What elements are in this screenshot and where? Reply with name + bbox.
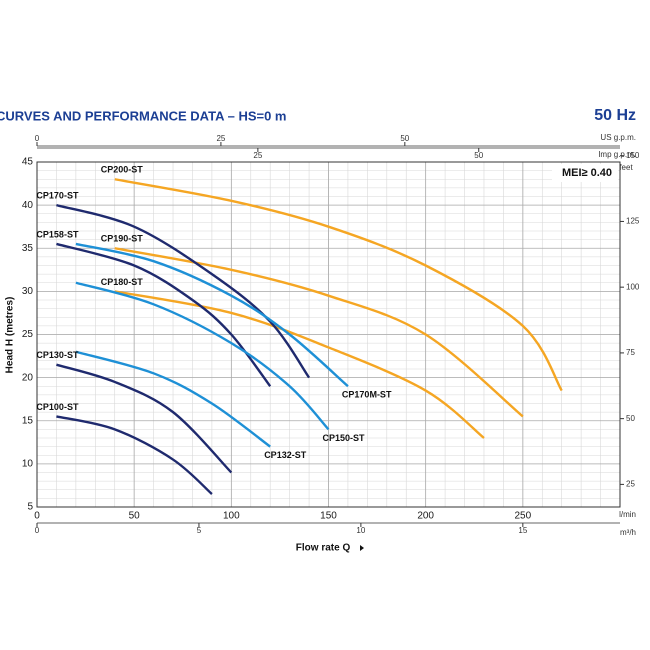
- x-tick-label: 250: [514, 511, 531, 522]
- tick-label: 0: [35, 526, 40, 535]
- y2-tick-label: 50: [626, 414, 635, 423]
- pump-curve: [56, 415, 213, 495]
- pump-curve: [75, 281, 330, 431]
- tick-label: 5: [197, 526, 202, 535]
- y-tick-label: 5: [27, 502, 33, 513]
- x-tick-label: 50: [129, 511, 141, 522]
- x-tick-label: 100: [223, 511, 240, 522]
- x4-unit: Imp g.p.m.: [598, 150, 636, 159]
- tick-label: 0: [35, 134, 40, 143]
- curve-label: CP158-ST: [36, 229, 79, 239]
- pump-curve: [114, 247, 524, 418]
- mei-box: [552, 164, 618, 182]
- arrow: [360, 545, 364, 551]
- tick-label: 25: [216, 134, 225, 143]
- x2-unit: m³/h: [620, 528, 636, 537]
- pump-curve: [114, 290, 485, 439]
- pump-curve: [75, 242, 349, 388]
- tick-label: 50: [400, 134, 409, 143]
- curve-label: CP132-ST: [264, 450, 307, 460]
- y-tick-label: 15: [22, 415, 34, 426]
- y2-tick-label: 75: [626, 348, 635, 357]
- curve-label: CP190-ST: [101, 234, 144, 244]
- curve-label: CP180-ST: [101, 277, 144, 287]
- x-tick-label: 150: [320, 511, 337, 522]
- frequency: 50 Hz: [594, 107, 636, 124]
- y-tick-label: 40: [22, 200, 34, 211]
- curve-label: CP100-ST: [36, 402, 79, 412]
- x-unit: l/min: [619, 510, 636, 519]
- mei-annotation: MEI≥ 0.40: [562, 167, 612, 179]
- y2-tick-label: 25: [626, 479, 635, 488]
- pump-curve: [56, 363, 233, 474]
- y-axis-title: Head H (metres): [5, 297, 16, 374]
- y-tick-label: 30: [22, 286, 34, 297]
- tick-label: 25: [253, 151, 262, 160]
- tick-label: 50: [474, 151, 483, 160]
- curve-label: CP170-ST: [36, 191, 79, 201]
- chart-title: CURVES AND PERFORMANCE DATA – HS=0 m: [0, 108, 287, 123]
- plot-frame: [36, 161, 621, 508]
- x-tick-label: 200: [417, 511, 434, 522]
- curve-label: CP170M-ST: [342, 390, 392, 400]
- x3-unit: US g.p.m.: [600, 133, 636, 142]
- y-tick-label: 25: [22, 329, 34, 340]
- y-tick-label: 10: [22, 459, 34, 470]
- curve-label: CP150-ST: [323, 433, 366, 443]
- x-tick-label: 0: [34, 511, 40, 522]
- curve-label: CP200-ST: [101, 165, 144, 175]
- pump-curve: [56, 203, 311, 379]
- pump-curve: [114, 178, 563, 392]
- y2-tick-label: 150: [626, 151, 640, 160]
- y-tick-label: 45: [22, 157, 34, 168]
- y-tick-label: 20: [22, 372, 34, 383]
- y2-tick-label: 100: [626, 282, 640, 291]
- y2-unit: feet: [619, 163, 633, 172]
- pump-curve: [75, 350, 271, 448]
- tick-label: 15: [518, 526, 527, 535]
- tick-label: 10: [356, 526, 365, 535]
- x-axis-title: Flow rate Q: [296, 543, 351, 554]
- y2-tick-label: 125: [626, 217, 640, 226]
- y-tick-label: 35: [22, 243, 34, 254]
- curve-label: CP130-ST: [36, 350, 79, 360]
